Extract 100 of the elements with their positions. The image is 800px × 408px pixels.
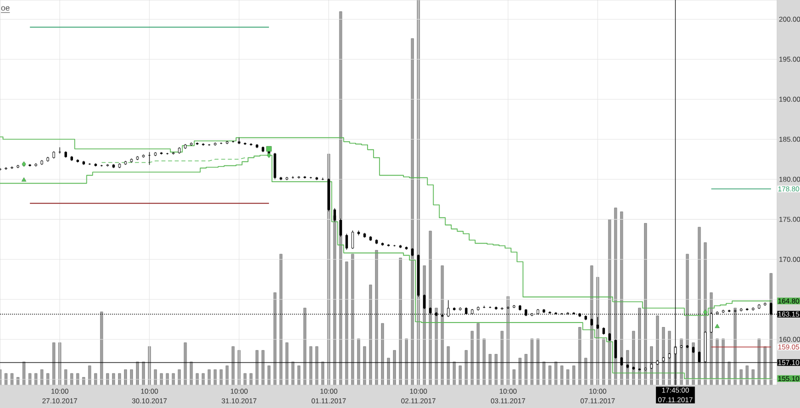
bar xyxy=(446,346,450,385)
bar xyxy=(339,11,342,385)
bar xyxy=(500,330,504,385)
bar xyxy=(464,350,468,385)
bar xyxy=(154,369,157,385)
bar xyxy=(404,338,408,385)
point xyxy=(22,177,26,182)
bar xyxy=(644,223,647,385)
bar xyxy=(758,338,761,385)
bar xyxy=(542,362,546,385)
bar xyxy=(399,258,402,385)
candlestick xyxy=(333,208,336,222)
bar xyxy=(381,323,384,385)
bar xyxy=(387,358,390,385)
bar xyxy=(722,338,725,385)
bar xyxy=(279,254,282,385)
bar xyxy=(357,338,360,385)
bar xyxy=(698,226,701,385)
bar xyxy=(118,373,121,385)
bar xyxy=(345,262,348,385)
bar xyxy=(740,369,743,385)
bar xyxy=(303,308,306,385)
bar xyxy=(262,350,264,385)
bar xyxy=(728,362,731,385)
bar xyxy=(596,277,600,385)
bar xyxy=(273,292,276,385)
bar xyxy=(638,308,641,385)
bar xyxy=(82,377,86,385)
bar xyxy=(428,230,432,385)
bar xyxy=(512,369,516,385)
bar xyxy=(100,312,104,385)
bar xyxy=(764,346,767,385)
bar xyxy=(10,373,14,385)
bar xyxy=(578,327,582,385)
bar xyxy=(602,338,606,385)
bar xyxy=(482,338,486,385)
bar xyxy=(244,373,247,385)
bar xyxy=(256,350,258,385)
bar xyxy=(124,369,127,385)
candlestick xyxy=(423,294,426,310)
bar xyxy=(297,366,300,385)
bar xyxy=(716,338,719,385)
bar xyxy=(94,373,98,385)
bar xyxy=(746,366,749,385)
bar xyxy=(440,265,444,385)
bar xyxy=(494,354,498,385)
bar xyxy=(172,373,175,385)
point xyxy=(703,309,708,315)
bar xyxy=(58,342,62,385)
bar xyxy=(452,362,456,385)
bar xyxy=(554,362,558,385)
bar xyxy=(656,315,659,385)
bar xyxy=(476,323,480,385)
bar xyxy=(458,366,462,385)
bar xyxy=(309,346,312,385)
bar xyxy=(363,346,366,385)
bar xyxy=(518,358,522,385)
bar xyxy=(536,338,540,385)
candlestick xyxy=(351,230,354,250)
bar xyxy=(232,346,235,385)
bar xyxy=(142,362,145,385)
bar xyxy=(220,369,223,385)
bar xyxy=(268,366,270,385)
point xyxy=(714,324,720,328)
bar xyxy=(4,373,8,385)
bar xyxy=(530,338,534,385)
bar xyxy=(34,373,38,385)
bar xyxy=(315,346,318,385)
bar xyxy=(752,369,755,385)
bar xyxy=(680,338,683,385)
bar xyxy=(686,254,689,385)
bar xyxy=(70,373,74,385)
bar xyxy=(214,369,217,385)
bar xyxy=(22,362,26,385)
bar xyxy=(548,366,552,385)
bar xyxy=(196,373,199,385)
bar xyxy=(321,362,324,385)
bar xyxy=(608,219,612,385)
bar xyxy=(393,350,396,385)
point xyxy=(266,152,272,158)
bar xyxy=(112,373,116,385)
bar xyxy=(178,369,181,385)
bar xyxy=(369,284,372,385)
candlestick xyxy=(345,233,348,250)
bar xyxy=(160,373,163,385)
bar xyxy=(632,330,636,385)
bar xyxy=(524,354,528,385)
bar xyxy=(16,377,20,385)
bar xyxy=(136,362,139,385)
bar xyxy=(250,373,252,385)
bar xyxy=(470,330,474,385)
bar xyxy=(285,342,288,385)
bar xyxy=(620,212,624,385)
bar xyxy=(375,250,378,385)
bar xyxy=(190,362,193,385)
candlestick xyxy=(339,218,342,238)
bar xyxy=(572,366,576,385)
bar xyxy=(291,362,294,385)
bar xyxy=(76,373,80,385)
bar xyxy=(88,366,92,385)
